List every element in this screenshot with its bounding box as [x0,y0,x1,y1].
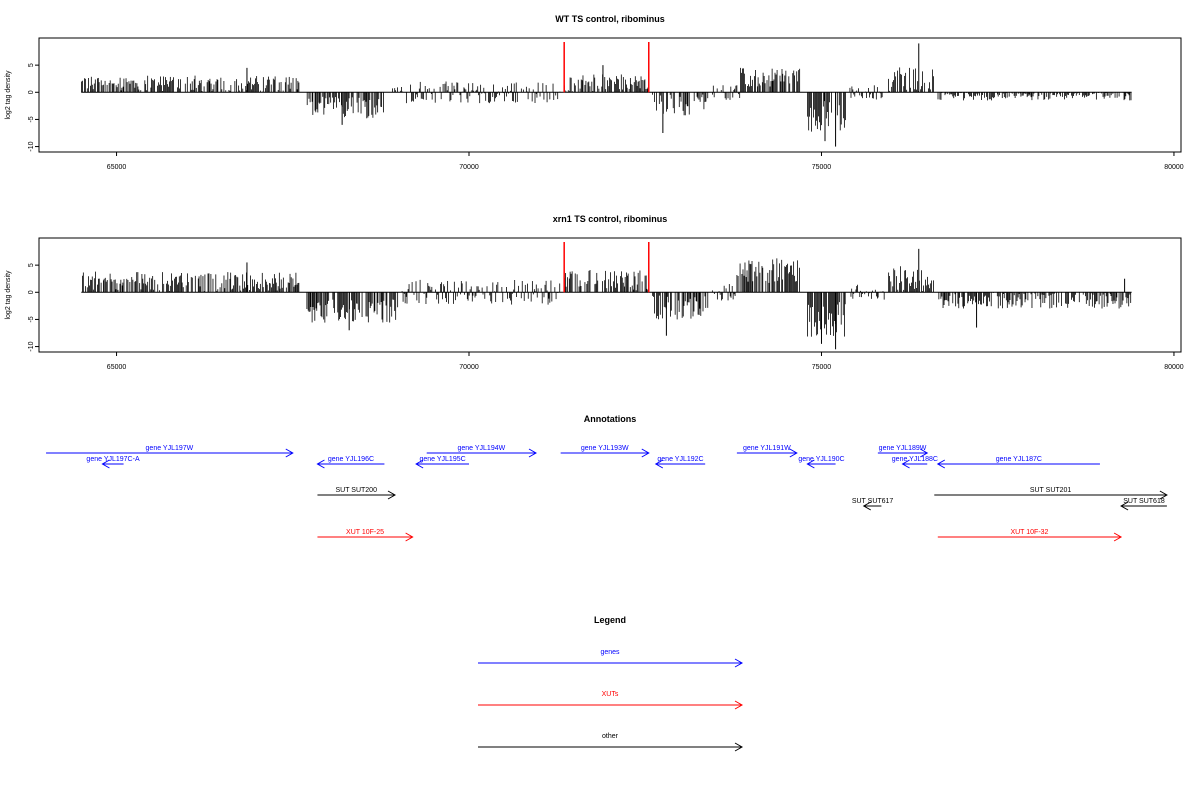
feature-label: SUT SUT618 [1123,498,1165,505]
feature-label: gene YJL188C [892,456,938,463]
feature-arrowhead [405,532,414,542]
y-axis-label: log2 tag density [5,270,12,320]
panel-title: xrn1 TS control, ribominus [553,214,668,224]
y-tick-label: -5 [28,316,35,322]
legend-label: genes [600,649,620,656]
feature-arrowhead [901,459,910,469]
legend-label: XUTs [602,691,619,698]
feature-arrow: gene YJL196C [316,456,385,469]
legend-label: other [602,733,619,740]
x-tick-label: 70000 [459,364,479,371]
feature-label: gene YJL194W [457,445,505,452]
feature-arrowhead [387,490,397,500]
feature-arrow: gene YJL188C [892,456,938,469]
feature-arrow: gene YJL192C [654,456,706,469]
legend-arrowhead [734,658,744,668]
y-tick-label: 0 [28,90,35,94]
feature-arrow: gene YJL191W [736,445,798,458]
feature-arrow: gene YJL187C [936,456,1100,469]
feature-label: gene YJL187C [996,456,1042,463]
plot-frame [38,237,1182,353]
y-tick-label: 5 [28,63,35,67]
legend-item: XUTs [478,691,744,710]
feature-arrowhead [528,448,537,458]
feature-arrow: SUT SUT200 [317,487,397,500]
feature-arrowhead [789,448,798,458]
legend-item: other [478,733,744,752]
y-tick-label: -10 [28,141,35,151]
feature-arrowhead [654,459,664,469]
x-tick-label: 75000 [812,364,832,371]
feature-arrow: SUT SUT201 [934,487,1168,500]
legend-arrowhead [734,742,744,752]
feature-arrow: SUT SUT617 [852,498,894,511]
feature-label: gene YJL195C [419,456,465,463]
feature-arrow: gene YJL195C [415,456,470,469]
feature-arrowhead [919,448,929,458]
feature-label: gene YJL196C [328,456,374,463]
legend: Legend genes XUTs other [478,615,744,752]
track-panel-1: WT TS control, ribominus -10 -5 0 5 log2 tag … [5,14,1184,171]
bar-group [82,248,1132,350]
feature-label: XUT 10F-25 [346,529,384,536]
feature-label: gene YJL197C-A [86,456,140,463]
feature-arrowhead [806,459,815,469]
plot-frame [38,37,1182,153]
feature-arrowhead [641,448,650,458]
feature-arrow: XUT 10F-32 [937,529,1123,542]
feature-label: gene YJL191W [743,445,791,452]
feature-arrow: gene YJL193W [560,445,650,458]
feature-label: SUT SUT200 [335,487,377,494]
x-tick-label: 65000 [107,364,127,371]
x-tick-label: 75000 [812,164,832,171]
feature-arrowhead [1113,532,1123,542]
legend-title: Legend [594,615,626,625]
y-tick-label: 5 [28,263,35,267]
feature-label: SUT SUT201 [1030,487,1072,494]
y-tick-label: 0 [28,290,35,294]
feature-arrowhead [936,459,946,469]
panel-title: WT TS control, ribominus [555,14,665,24]
feature-arrowhead [285,448,294,458]
feature-arrowhead [862,501,872,511]
legend-item: genes [478,649,744,668]
y-tick-label: -5 [28,116,35,122]
feature-arrow: SUT SUT618 [1120,498,1167,511]
legend-arrowhead [734,700,744,710]
feature-arrow: gene YJL194W [426,445,537,458]
feature-arrowhead [101,459,110,469]
feature-label: gene YJL189W [879,445,927,452]
annotations-title: Annotations [584,414,637,424]
x-tick-label: 80000 [1164,164,1184,171]
annotations-panel: Annotations gene YJL197W gene YJL197C-A gen… [46,414,1168,542]
x-tick-label: 80000 [1164,364,1184,371]
feature-label: gene YJL197W [146,445,194,452]
feature-arrow: gene YJL197W [46,445,294,458]
feature-label: gene YJL190C [798,456,844,463]
feature-arrowhead [1120,501,1129,511]
feature-arrow: XUT 10F-25 [317,529,414,542]
feature-label: gene YJL193W [581,445,629,452]
track-panel-2: xrn1 TS control, ribominus -10 -5 0 5 log2 ta… [5,214,1184,371]
feature-arrow: gene YJL197C-A [86,456,140,469]
bar-group [81,43,1132,147]
feature-label: gene YJL192C [657,456,703,463]
feature-label: XUT 10F-32 [1010,529,1048,536]
feature-arrow: gene YJL190C [798,456,845,469]
feature-arrow: gene YJL189W [877,445,929,458]
feature-label: SUT SUT617 [852,498,894,505]
feature-arrowhead [1159,490,1168,500]
y-axis-label: log2 tag density [5,70,12,120]
x-tick-label: 70000 [459,164,479,171]
x-tick-label: 65000 [107,164,127,171]
y-tick-label: -10 [28,341,35,351]
feature-arrowhead [415,459,424,469]
feature-arrowhead [316,459,325,469]
